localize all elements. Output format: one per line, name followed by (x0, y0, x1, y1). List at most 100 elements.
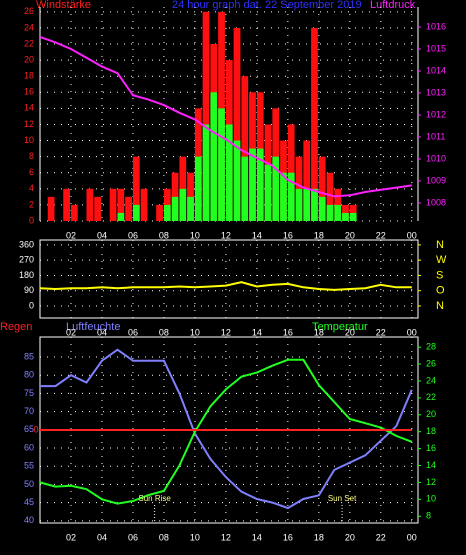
x-tick-label: 12 (221, 532, 231, 542)
wind-bar (70, 204, 78, 221)
y-tick-label: 45 (24, 497, 34, 507)
x-tick-label: 20 (345, 532, 355, 542)
y2-tick-label: 1014 (426, 65, 446, 75)
x-tick-label: 02 (66, 230, 76, 240)
y-tick-label: 0 (29, 300, 34, 310)
wind-bar (342, 212, 349, 221)
y2-tick-label: 20 (426, 409, 436, 419)
y2-tick-label: W (436, 254, 447, 266)
y-tick-label: 180 (19, 270, 34, 280)
x-tick-label: 02 (66, 327, 76, 337)
x-tick-label: 14 (252, 327, 262, 337)
x-tick-label: 08 (159, 327, 169, 337)
wind-bar (334, 204, 342, 221)
x-tick-label: 16 (283, 532, 293, 542)
wind-bar (117, 212, 125, 221)
y-tick-label: 270 (19, 255, 34, 265)
y2-tick-label: 22 (426, 392, 436, 402)
y-tick-label: 4 (29, 183, 34, 193)
wind-bar (326, 172, 334, 221)
y2-tick-label: 24 (426, 375, 436, 385)
wind-bar (295, 188, 303, 221)
temperature-label: Temperatur (312, 321, 368, 333)
y-tick-label: 16 (24, 87, 34, 97)
wind-bar (280, 172, 287, 221)
x-tick-label: 14 (252, 532, 262, 542)
x-tick-label: 16 (283, 327, 293, 337)
y2-tick-label: 12 (426, 477, 436, 487)
x-tick-label: 00 (407, 327, 417, 337)
wind-bar (218, 108, 225, 221)
wind-bar (311, 188, 318, 221)
wind-bar (94, 196, 101, 221)
humidity-label: Luftfeuchte (66, 321, 120, 333)
wind-bar (202, 124, 210, 221)
wind-bar (163, 204, 171, 221)
wind-bar (132, 156, 140, 221)
x-tick-label: 10 (190, 230, 200, 240)
y2-tick-label: 1016 (426, 21, 446, 31)
wind-bar (194, 156, 202, 221)
x-tick-label: 22 (376, 230, 386, 240)
y2-tick-label: 14 (426, 460, 436, 470)
x-tick-label: 10 (190, 532, 200, 542)
y2-tick-label: 8 (426, 511, 431, 521)
y2-tick-label: 16 (426, 443, 436, 453)
wind-bar (125, 196, 132, 221)
wind-bar (63, 188, 70, 221)
y2-tick-label: 18 (426, 426, 436, 436)
y-tick-label: 75 (24, 388, 34, 398)
y2-tick-label: 1012 (426, 109, 446, 119)
x-tick-label: 18 (314, 230, 324, 240)
y2-tick-label: N (436, 300, 444, 312)
wind-bar (86, 188, 94, 221)
x-tick-label: 04 (97, 230, 107, 240)
wind-bar (233, 27, 241, 221)
wind-bar (109, 188, 117, 221)
x-tick-label: 20 (345, 327, 355, 337)
y-tick-label: 40 (24, 515, 34, 525)
wind-bar (303, 140, 311, 221)
y2-tick-label: 1011 (426, 131, 445, 141)
y2-tick-label: 1008 (426, 197, 446, 207)
y2-tick-label: 1010 (426, 153, 446, 163)
y-tick-label: 65 (24, 424, 34, 434)
y-tick-label: 8 (29, 151, 34, 161)
y2-tick-label: O (436, 285, 445, 297)
wind-bar (47, 196, 55, 221)
y2-tick-label: 10 (426, 494, 436, 504)
wind-bar (241, 156, 249, 221)
x-tick-label: 00 (407, 532, 417, 542)
wind-bar (326, 204, 334, 221)
wind-bar (256, 148, 264, 221)
y-tick-label: 2 (29, 199, 34, 209)
y2-tick-label: N (436, 239, 444, 251)
annotation: Sun Set (328, 494, 357, 503)
y-tick-label: 20 (24, 54, 34, 64)
wind-bar (225, 124, 233, 221)
y2-tick-label: 1013 (426, 87, 446, 97)
y-tick-label: 85 (24, 351, 34, 361)
rain-label: Regen (0, 321, 32, 333)
y-tick-label: 90 (24, 285, 34, 295)
y-tick-label: 6 (29, 167, 34, 177)
y2-tick-label: 1009 (426, 175, 446, 185)
annotation: Sun Rise (138, 494, 171, 503)
wind-bar (132, 204, 140, 221)
x-tick-label: 06 (128, 327, 138, 337)
y-tick-label: 18 (24, 71, 34, 81)
y-tick-label: 24 (24, 22, 34, 32)
x-tick-label: 08 (159, 532, 169, 542)
y-tick-label: 10 (24, 135, 34, 145)
wind-bar (233, 140, 241, 221)
wind-bar (179, 188, 187, 221)
y-tick-label: 26 (24, 6, 34, 16)
wind-bar (249, 148, 256, 221)
wind-bar (187, 196, 194, 221)
y2-tick-label: 1015 (426, 43, 446, 53)
pressure-label: Luftdruck (370, 0, 416, 11)
x-tick-label: 18 (314, 327, 324, 337)
